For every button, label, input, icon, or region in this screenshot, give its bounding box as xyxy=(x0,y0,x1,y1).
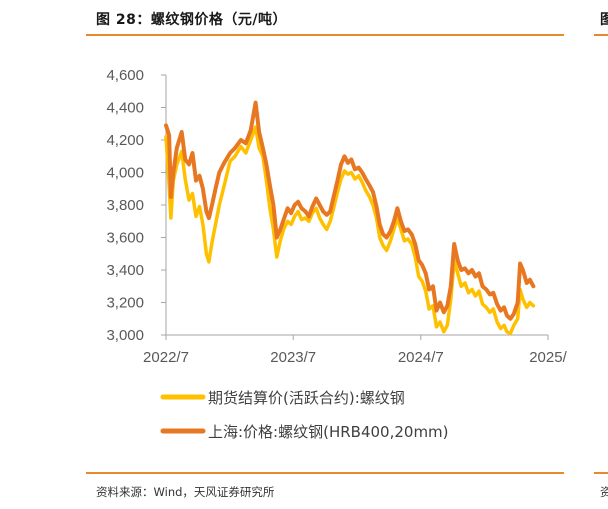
title-rule xyxy=(86,34,564,36)
footer-rule xyxy=(86,472,564,474)
y-tick-label: 4,200 xyxy=(106,132,144,149)
y-tick-label: 3,000 xyxy=(106,327,144,344)
x-tick-label: 2025/ xyxy=(529,349,567,366)
source-note: 资料来源：Wind，天风证券研究所 xyxy=(96,485,275,499)
series-line-spot xyxy=(164,100,536,321)
y-tick-label: 3,600 xyxy=(106,230,144,247)
figure-title: 图 28：螺纹钢价格（元/吨） xyxy=(96,12,287,28)
y-tick-label: 4,400 xyxy=(106,100,144,117)
y-axis: 3,000 3,200 3,400 3,600 3,800 4,000 4,200 4,400… xyxy=(106,67,167,344)
x-tick-label: 2024/7 xyxy=(398,349,444,366)
y-tick-label: 3,800 xyxy=(106,197,144,214)
next-title-rule xyxy=(594,34,608,36)
y-tick-label: 4,600 xyxy=(106,67,144,84)
next-figure-title-fragment: 图 xyxy=(600,12,608,28)
legend-label: 期货结算价(活跃合约):螺纹钢 xyxy=(208,389,405,407)
y-tick-label: 3,200 xyxy=(106,295,144,312)
series-layer xyxy=(164,100,536,336)
x-tick-label: 2023/7 xyxy=(270,349,316,366)
y-tick-label: 4,000 xyxy=(106,165,144,182)
next-footer-rule xyxy=(594,472,608,474)
y-tick-label: 3,400 xyxy=(106,262,144,279)
series-line-futures xyxy=(164,125,536,336)
next-source-fragment: 资 xyxy=(600,485,608,499)
x-axis: 2022/7 2023/7 2024/7 2025/ xyxy=(143,334,568,366)
x-tick-label: 2022/7 xyxy=(143,349,189,366)
legend-label: 上海:价格:螺纹钢(HRB400,20mm) xyxy=(208,423,449,441)
